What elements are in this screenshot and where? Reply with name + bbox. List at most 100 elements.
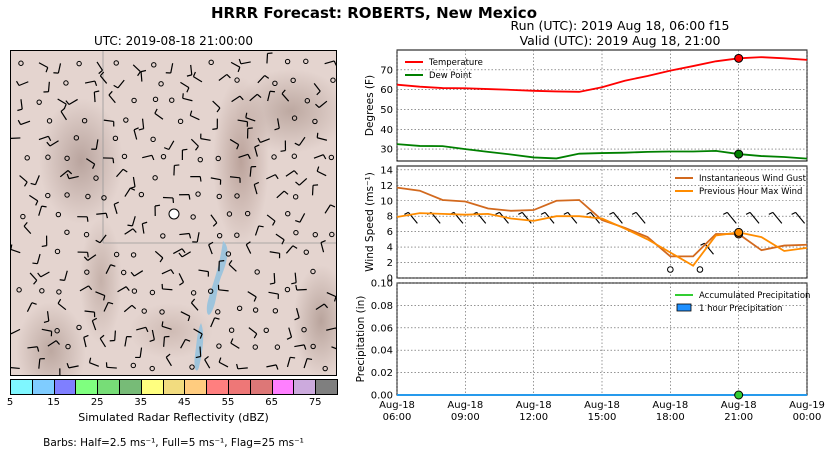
wind-barb	[23, 225, 32, 235]
calm-wind-marker	[189, 364, 195, 370]
legend-swatch	[676, 303, 692, 312]
y-tick-label: 2	[387, 258, 393, 269]
wind-barb	[57, 63, 62, 74]
colorbar-tick-label: 5	[6, 397, 14, 408]
wind-barb-feather	[258, 225, 264, 228]
colorbar-label: Simulated Radar Reflectivity (dBZ)	[78, 411, 269, 424]
x-tick-label: Aug-19	[789, 400, 825, 411]
wind-barb-feather	[189, 110, 193, 116]
calm-wind-marker	[272, 80, 278, 87]
wind-barb	[182, 97, 193, 102]
wind-barb	[41, 328, 52, 332]
wind-barb	[231, 95, 241, 103]
y-tick-label: 6	[387, 227, 393, 238]
wind-barb	[318, 100, 328, 108]
wind-barb	[117, 286, 127, 293]
wind-barb	[178, 273, 185, 283]
x-tick-label: Aug-18	[379, 400, 415, 411]
wind-barb-feather	[295, 181, 300, 186]
wind-barb-feather	[245, 112, 248, 118]
wind-barb	[95, 139, 99, 150]
colorbar-tick-label: 45	[178, 397, 191, 408]
x-tick-label: 12:00	[519, 412, 548, 423]
wind-barb-feather	[181, 248, 186, 254]
wind-barb-feather	[700, 242, 705, 246]
legend-label: Dew Point	[429, 71, 472, 81]
wind-barb	[99, 234, 107, 244]
wind-barb	[142, 154, 153, 159]
wind-barb	[27, 346, 38, 349]
wind-barb	[46, 311, 50, 322]
wind-barb	[180, 81, 190, 89]
wind-barb	[91, 320, 97, 331]
wind-barb	[114, 330, 116, 341]
wind-barb-feather	[186, 74, 192, 77]
wind-barb-feather	[112, 158, 115, 164]
calm-wind-marker	[312, 231, 318, 238]
wind-barb-feather	[214, 317, 220, 320]
calm-wind-marker	[234, 232, 240, 238]
wind-barb	[11, 248, 21, 254]
calm-wind-marker	[152, 96, 159, 103]
wind-barb	[316, 170, 327, 177]
calm-wind-marker	[208, 59, 214, 66]
calm-wind-marker	[64, 155, 70, 161]
wind-barb	[229, 138, 239, 146]
calm-wind-marker	[45, 192, 51, 199]
y-tick-label: 40	[380, 125, 393, 136]
wind-barb	[254, 146, 258, 157]
wind-barb	[96, 212, 107, 215]
colorbar-tick-label: 55	[221, 397, 235, 408]
calm-wind-marker	[65, 343, 71, 350]
wind-barb	[190, 302, 199, 311]
wind-barb	[179, 232, 190, 236]
wind-barb	[79, 285, 89, 292]
wind-barb	[68, 98, 78, 106]
wind-barb	[269, 251, 280, 254]
wind-barb-feather	[145, 327, 149, 333]
calm-wind-marker	[18, 60, 24, 66]
wind-barb-feather	[768, 211, 774, 215]
calm-wind-marker	[207, 288, 214, 294]
wind-barb	[151, 329, 155, 340]
wind-barb-feather	[316, 90, 321, 96]
calm-wind-marker	[292, 194, 299, 200]
wind-barb-feather	[212, 222, 218, 227]
wind-barb	[313, 82, 321, 92]
calm-wind-marker	[195, 191, 201, 197]
wind-barb-feather	[322, 154, 327, 160]
wind-barb	[199, 346, 202, 357]
wind-barb-feather	[286, 336, 292, 340]
wind-barb	[38, 135, 49, 141]
wind-barb	[228, 264, 237, 272]
calm-wind-marker	[190, 214, 196, 220]
valid-time-label: Valid (UTC): 2019 Aug 18, 21:00	[519, 33, 721, 48]
calm-wind-marker	[121, 153, 128, 160]
wind-barb-feather	[228, 260, 233, 265]
wind-barb	[285, 170, 295, 177]
wind-barb-feather	[295, 219, 301, 223]
valid-time-marker	[734, 227, 744, 237]
wind-barb-feather	[237, 66, 241, 73]
wind-barb	[103, 302, 109, 312]
x-tick-label: 06:00	[383, 412, 412, 423]
wind-barb-feather	[23, 221, 28, 227]
calm-wind-marker	[215, 155, 221, 162]
run-time-label: Run (UTC): 2019 Aug 18, 06:00 f15	[510, 18, 730, 33]
wind-barb	[180, 311, 191, 317]
wind-barb	[170, 63, 174, 74]
x-tick-label: Aug-18	[584, 400, 620, 411]
wind-barb	[749, 211, 760, 224]
wind-barb-feather	[154, 204, 161, 207]
wind-barb-feather	[99, 334, 105, 339]
wind-barb	[726, 211, 737, 224]
x-tick-label: Aug-18	[516, 400, 552, 411]
wind-barb	[294, 344, 305, 348]
calm-wind-marker	[310, 268, 316, 275]
y-tick-label: 0.00	[371, 391, 393, 402]
calm-wind-marker	[84, 269, 90, 275]
wind-barb	[173, 248, 183, 255]
calm-wind-marker	[120, 269, 127, 276]
wind-barb	[237, 367, 248, 370]
wind-barb	[163, 336, 166, 347]
